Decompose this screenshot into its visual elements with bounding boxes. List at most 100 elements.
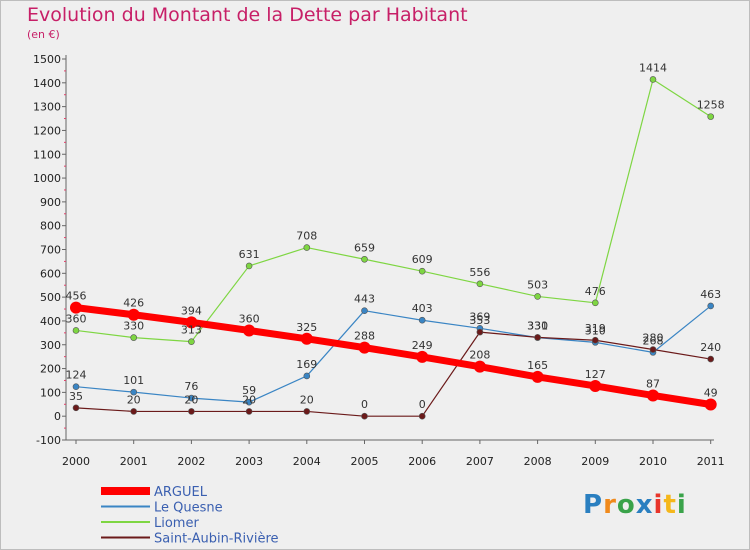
data-label: 49 (704, 387, 718, 400)
logo-letter: P (583, 490, 604, 520)
data-point (707, 355, 715, 363)
data-label: 556 (469, 266, 490, 279)
data-point (358, 341, 371, 354)
y-tick-label: 1200 (33, 124, 61, 137)
data-point (649, 76, 657, 83)
chart-subtitle: (en €) (27, 28, 60, 41)
data-point (188, 338, 195, 345)
x-tick-label: 2007 (466, 455, 494, 468)
data-label: 394 (181, 304, 202, 317)
data-label: 0 (361, 398, 368, 411)
data-label: 20 (300, 393, 314, 406)
data-label: 1414 (639, 61, 667, 74)
data-label: 313 (181, 324, 202, 337)
y-tick-label: 800 (40, 220, 61, 233)
data-point (416, 350, 429, 363)
data-point (361, 307, 368, 314)
data-label: 609 (412, 253, 433, 266)
data-label: 87 (646, 377, 660, 390)
data-point (707, 113, 715, 120)
data-label: 659 (354, 241, 375, 254)
series-lines (72, 78, 715, 417)
data-label: 708 (296, 230, 317, 243)
y-tick-label: 300 (40, 339, 61, 352)
logo-letter: x (635, 490, 654, 520)
data-point (649, 346, 657, 353)
y-tick-label: 1100 (33, 148, 61, 161)
data-label: 456 (66, 290, 87, 303)
y-tick-label: -100 (36, 434, 61, 447)
data-label: 240 (700, 341, 721, 354)
x-tick-label: 2003 (235, 455, 263, 468)
data-label: 101 (123, 374, 144, 387)
y-tick-label: 400 (40, 315, 61, 328)
logo-letter: t (663, 490, 677, 520)
logo-letter: i (653, 490, 664, 520)
data-label: 360 (239, 312, 260, 325)
logo-letter: i (676, 490, 687, 520)
x-tick-label: 2011 (697, 455, 725, 468)
data-label: 353 (469, 314, 490, 327)
data-label: 631 (239, 248, 260, 261)
data-label: 330 (123, 320, 144, 333)
y-tick-label: 0 (54, 410, 61, 423)
data-point (418, 412, 426, 420)
x-tick-label: 2002 (177, 455, 205, 468)
data-label: 59 (242, 384, 256, 397)
data-label: 331 (527, 319, 548, 332)
data-label: 360 (66, 312, 87, 325)
data-label: 503 (527, 278, 548, 291)
logo-letter: r (603, 490, 617, 520)
data-label: 76 (184, 380, 198, 393)
data-point (589, 379, 602, 392)
data-label: 426 (123, 297, 144, 310)
data-point (300, 332, 313, 345)
y-tick-label: 500 (40, 291, 61, 304)
legend-label: Le Quesne (154, 501, 223, 516)
data-point (591, 299, 599, 307)
y-tick-label: 1500 (33, 53, 61, 66)
data-points (70, 76, 717, 420)
data-point (303, 408, 311, 415)
data-point (647, 389, 659, 402)
y-tick-label: 1300 (33, 101, 61, 114)
data-label: 280 (643, 332, 664, 345)
legend-label: Saint-Aubin-Rivière (154, 532, 279, 547)
y-tick-label: 100 (40, 386, 61, 399)
data-label: 127 (585, 368, 606, 381)
data-point (476, 328, 484, 336)
data-point (704, 398, 717, 411)
data-label: 169 (296, 358, 317, 371)
data-label: 20 (127, 393, 141, 406)
data-label: 1258 (697, 99, 725, 112)
data-label: 288 (354, 330, 375, 343)
data-label: 310 (585, 324, 606, 337)
x-tick-label: 2001 (120, 455, 148, 468)
legend-label: Liomer (154, 516, 199, 531)
data-label: 124 (66, 369, 87, 382)
data-point (130, 334, 137, 341)
data-point (188, 394, 195, 402)
data-label: 319 (585, 322, 606, 335)
x-tick-label: 2008 (524, 455, 552, 468)
chart-title: Evolution du Montant de la Dette par Hab… (27, 4, 468, 26)
x-tick-label: 2010 (639, 455, 667, 468)
data-label: 20 (242, 393, 256, 406)
data-label: 369 (469, 310, 490, 323)
y-tick-label: 200 (40, 363, 61, 376)
proxiti-logo: Proxiti (583, 490, 687, 520)
x-tick-label: 2000 (62, 455, 90, 468)
data-point (70, 301, 82, 314)
data-label: 268 (643, 334, 664, 347)
y-tick-label: 600 (40, 267, 61, 280)
data-point (127, 308, 140, 321)
y-tick-label: 1000 (33, 172, 61, 185)
data-point (72, 404, 80, 412)
data-point (473, 360, 486, 373)
data-point (531, 370, 544, 383)
data-point (361, 412, 368, 420)
data-point (72, 327, 80, 334)
